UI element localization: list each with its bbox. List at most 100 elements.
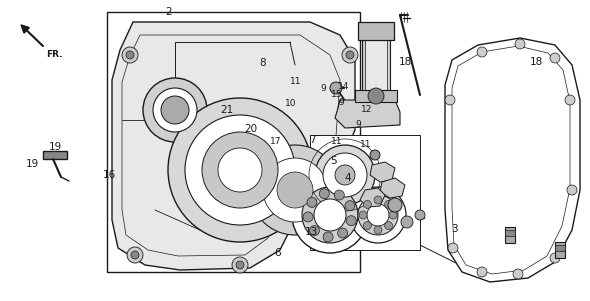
Circle shape: [168, 98, 312, 242]
Circle shape: [340, 192, 356, 208]
Circle shape: [302, 187, 358, 243]
Circle shape: [335, 190, 345, 200]
Text: 20: 20: [244, 124, 257, 135]
Bar: [505, 227, 515, 243]
Text: 19: 19: [48, 142, 61, 152]
Circle shape: [330, 82, 342, 94]
Circle shape: [153, 88, 197, 132]
Circle shape: [277, 172, 313, 208]
Text: 12: 12: [361, 105, 373, 114]
Circle shape: [303, 212, 313, 222]
Bar: [358, 22, 394, 40]
Circle shape: [232, 257, 248, 273]
Text: 19: 19: [26, 159, 39, 169]
Circle shape: [388, 198, 402, 212]
Circle shape: [161, 96, 189, 124]
Circle shape: [415, 210, 425, 220]
Text: 3: 3: [451, 224, 458, 234]
Circle shape: [143, 78, 207, 142]
Circle shape: [342, 47, 358, 63]
Circle shape: [477, 47, 487, 57]
Text: 10: 10: [285, 99, 297, 108]
Polygon shape: [380, 178, 405, 198]
Circle shape: [315, 145, 375, 205]
Circle shape: [292, 177, 368, 253]
Polygon shape: [112, 22, 355, 270]
Circle shape: [319, 189, 329, 199]
Circle shape: [515, 39, 525, 49]
Circle shape: [374, 196, 382, 204]
Circle shape: [337, 228, 348, 238]
Bar: [355, 90, 397, 102]
Circle shape: [323, 232, 333, 242]
Circle shape: [513, 269, 523, 279]
Circle shape: [307, 197, 317, 207]
Circle shape: [358, 195, 398, 235]
Text: 4: 4: [345, 172, 352, 183]
Circle shape: [370, 150, 380, 160]
Circle shape: [477, 267, 487, 277]
Circle shape: [565, 95, 575, 105]
Text: 15: 15: [330, 90, 342, 99]
Bar: [107, 12, 360, 272]
Circle shape: [445, 95, 455, 105]
Circle shape: [185, 115, 295, 225]
Circle shape: [236, 261, 244, 269]
Text: 11: 11: [330, 137, 342, 146]
Text: 9: 9: [355, 120, 361, 129]
Bar: [365, 30, 387, 90]
Circle shape: [263, 158, 327, 222]
Circle shape: [335, 165, 355, 185]
Circle shape: [346, 216, 356, 226]
Circle shape: [218, 148, 262, 192]
Bar: [310, 135, 420, 250]
Bar: [555, 242, 565, 258]
Polygon shape: [445, 38, 580, 282]
Circle shape: [374, 226, 382, 234]
Circle shape: [344, 196, 352, 204]
Circle shape: [550, 253, 560, 263]
Bar: [555, 245, 565, 251]
Text: 9: 9: [338, 98, 344, 107]
Circle shape: [131, 251, 139, 259]
Text: 8: 8: [259, 58, 266, 68]
Text: 11: 11: [290, 77, 302, 86]
Circle shape: [346, 51, 354, 59]
Text: 14: 14: [337, 82, 349, 91]
Text: FR.: FR.: [46, 50, 63, 59]
Circle shape: [127, 247, 143, 263]
Text: 7: 7: [309, 135, 316, 145]
Polygon shape: [335, 100, 400, 128]
Text: 13: 13: [305, 227, 318, 237]
Text: 6: 6: [274, 248, 281, 258]
Polygon shape: [360, 188, 385, 207]
Circle shape: [309, 225, 319, 236]
Circle shape: [367, 204, 389, 226]
Text: 2: 2: [165, 7, 172, 17]
Circle shape: [345, 201, 355, 211]
Text: 9: 9: [320, 84, 326, 93]
Text: 17: 17: [270, 137, 282, 146]
Text: 18: 18: [530, 57, 543, 67]
Circle shape: [350, 187, 406, 243]
Circle shape: [550, 53, 560, 63]
Polygon shape: [370, 162, 395, 182]
Circle shape: [567, 185, 577, 195]
Circle shape: [385, 200, 392, 208]
Text: 18: 18: [399, 57, 412, 67]
Text: 5: 5: [330, 156, 337, 166]
Circle shape: [448, 243, 458, 253]
Circle shape: [363, 200, 371, 208]
Text: 16: 16: [103, 170, 116, 180]
Circle shape: [122, 47, 138, 63]
Bar: [362, 28, 390, 93]
Circle shape: [250, 145, 340, 235]
Bar: [505, 230, 515, 236]
Circle shape: [359, 211, 367, 219]
Circle shape: [401, 216, 413, 228]
Text: 21: 21: [221, 105, 234, 115]
Circle shape: [314, 199, 346, 231]
Circle shape: [202, 132, 278, 208]
Circle shape: [389, 211, 397, 219]
Circle shape: [126, 51, 134, 59]
